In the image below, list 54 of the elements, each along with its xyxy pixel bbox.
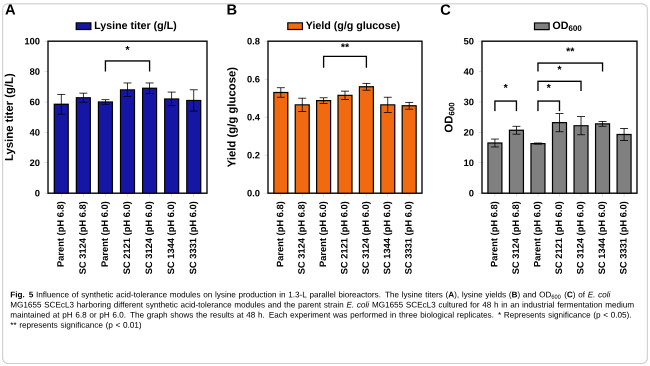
x-tick-label: SC 3124 (pH 6.8) — [298, 202, 307, 274]
x-tick-label: SC 3124 (pH 6.0) — [576, 202, 586, 274]
x-tick-label: SC 1344 (pH 6.0) — [383, 202, 392, 274]
x-tick-label: SC 3124 (pH 6.0) — [362, 202, 371, 274]
y-tick-label: 30 — [464, 98, 474, 106]
x-tick-label: Parent (pH 6.0) — [101, 202, 110, 266]
x-tick-label: Parent (pH 6.8) — [490, 202, 500, 266]
x-tick-label: Parent (pH 6.8) — [276, 202, 286, 266]
x-tick-label: Parent (pH 6.0) — [534, 202, 542, 266]
y-tick-label: 100 — [24, 38, 40, 44]
x-tick-label: Parent (pH 6.8) — [56, 202, 66, 266]
x-tick-label: SC 3331 (pH 6.0) — [189, 202, 198, 274]
y-tick-label: 20 — [464, 128, 474, 136]
chart-title: B — [228, 4, 236, 14]
y-axis-title: OD$_{600}$ — [444, 102, 454, 132]
chart-title: C — [440, 4, 450, 15]
annotation: * — [504, 84, 508, 88]
y-tick-label: 50 — [464, 38, 474, 44]
y-axis-title: Yield (g/g glucose) — [227, 68, 238, 168]
y-tick-label: 10 — [464, 159, 474, 166]
y-tick-label: 60 — [30, 98, 40, 106]
y-tick-label: 40 — [464, 68, 474, 75]
y-tick-label: 80 — [30, 68, 40, 75]
legend-label: Lysine titer (g/L) — [94, 21, 176, 32]
y-tick-label: 40 — [30, 128, 40, 136]
y-tick-label: 0 — [35, 190, 40, 196]
text: Fig. 5 Influence of synthetic acid-tolerance modules on lysine production in 1.3-L parallel bioreactors. The lysine titers (A), lysine yields (B) and OD$_{600}$ (C) of E. coli MG1655 SCEcL3 harboring different synthetic acid-tolerance modules and the parent strain E. coli MG1655 SCEcL3 cultured for 48 h in an industrial fermentation medium maintained at pH 6.8 or pH 6.0. The graph shows the results at 48 h. Each experiment was performed in three biological replicates. * Represents significance (p < 0.05). ** represents significance (p < 0.01) — [10, 291, 634, 330]
chart-title: A — [5, 4, 16, 14]
x-tick-label: SC 3331 (pH 6.0) — [404, 202, 414, 274]
annotation: * — [557, 66, 562, 70]
x-tick-label: SC 2121 (pH 6.0) — [123, 202, 132, 274]
annotation: * — [546, 84, 551, 88]
x-tick-label: SC 2121 (pH 6.0) — [340, 202, 350, 274]
annotation: * — [125, 46, 130, 50]
annotation: ** — [340, 43, 350, 48]
x-tick-label: SC 2121 (pH 6.0) — [555, 202, 564, 274]
x-tick-label: SC 3331 (pH 6.0) — [620, 202, 628, 274]
x-tick-label: SC 1344 (pH 6.0) — [167, 202, 176, 274]
y-axis-title: Lysine titer (g/L) — [4, 74, 16, 160]
x-tick-label: Parent (pH 6.0) — [319, 202, 328, 266]
annotation: ** — [566, 47, 574, 52]
y-tick-label: 0.2 — [247, 152, 260, 158]
y-tick-label: 0.6 — [247, 76, 260, 82]
y-tick-label: 0 — [469, 190, 474, 196]
x-tick-label: SC 3124 (pH 6.8) — [512, 202, 521, 274]
y-tick-label: 0.8 — [247, 38, 260, 44]
legend-label: Yield (g/g glucose) — [306, 21, 400, 32]
y-tick-label: 0.0 — [247, 190, 260, 196]
legend-label: OD$_{600}$ — [552, 21, 582, 31]
x-tick-label: SC 1344 (pH 6.0) — [598, 202, 607, 274]
x-tick-label: SC 3124 (pH 6.8) — [79, 202, 88, 274]
y-tick-label: 0.4 — [247, 114, 260, 120]
x-tick-label: SC 3124 (pH 6.0) — [145, 202, 154, 274]
y-tick-label: 20 — [30, 159, 40, 166]
